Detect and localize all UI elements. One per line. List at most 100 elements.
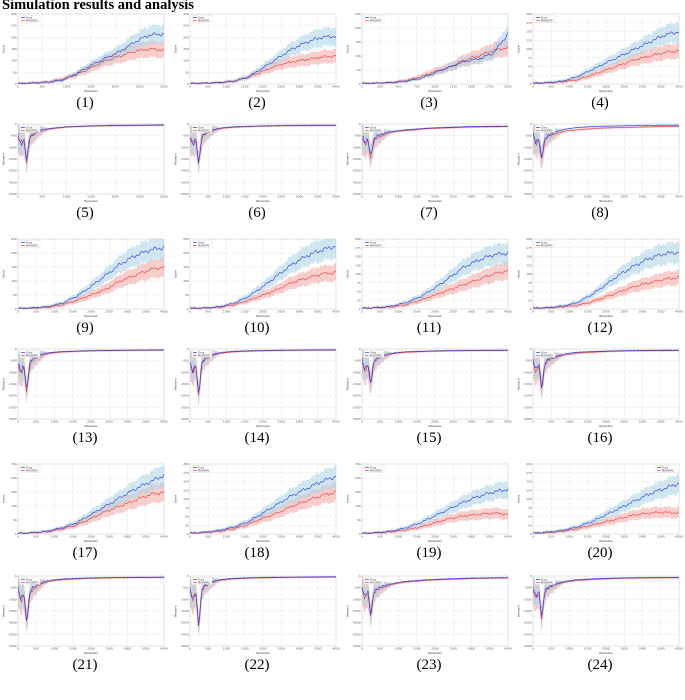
legend-label-maddpg: MADDPG <box>541 129 553 133</box>
x-tick-label: 3000 <box>296 647 304 651</box>
chart-panel-11: 0 500 1000 1500 2000 2500 3000 3500 4000 0 25 50 75 1… <box>344 233 514 339</box>
x-tick-label: 2500 <box>105 310 113 314</box>
x-tick-label: 0 <box>532 647 534 651</box>
x-tick-label: 2500 <box>449 535 457 539</box>
y-tick-label: -3000 <box>352 417 361 421</box>
chart-svg-22: 0 500 1000 1500 2000 2500 3000 3500 4000 -3000 -25… <box>174 574 340 655</box>
x-tick-label: 2000 <box>87 310 95 314</box>
y-axis-label: Score <box>174 270 178 279</box>
y-tick-label: 200 <box>526 237 532 241</box>
y-tick-label: -2000 <box>352 169 361 173</box>
x-tick-label: 1500 <box>413 310 421 314</box>
x-tick-label: 3000 <box>468 535 476 539</box>
legend <box>534 577 556 585</box>
y-tick-label: -1000 <box>523 145 532 149</box>
x-tick-label: 500 <box>377 195 383 199</box>
chart-panel-7: 0 500 1000 1500 2000 2500 3000 3500 4000 -3000 -25… <box>344 118 514 224</box>
x-tick-label: 4000 <box>160 647 168 651</box>
legend-label-maddpg: MADDPG <box>26 469 38 473</box>
x-tick-label: 0 <box>532 195 534 199</box>
y-tick-label: 0 <box>15 307 17 311</box>
band-maddpg <box>362 260 508 309</box>
x-tick-label: 1250 <box>449 85 457 89</box>
chart-panel-8: 0 500 1000 1500 2000 2500 3000 3500 4000 -3000 -25… <box>515 118 685 224</box>
legend <box>534 240 556 248</box>
y-tick-label: 175 <box>183 471 189 475</box>
x-axis-label: Episodes <box>256 199 270 203</box>
x-tick-label: 500 <box>548 195 554 199</box>
x-axis-label: Episodes <box>256 539 270 543</box>
band-ours <box>190 465 336 534</box>
x-tick-label: 1500 <box>413 647 421 651</box>
band-ours <box>18 23 164 84</box>
x-tick-label: 0 <box>189 420 191 424</box>
panel-label: (21) <box>72 657 98 673</box>
series-line-ours <box>189 246 337 309</box>
x-axis-label: Episodes <box>428 539 442 543</box>
x-axis-label: Episodes <box>599 89 613 93</box>
x-tick-label: 0 <box>17 195 19 199</box>
x-tick-label: 3500 <box>314 310 322 314</box>
x-tick-label: 3500 <box>486 195 494 199</box>
x-tick-label: 500 <box>548 310 554 314</box>
panel-label: (9) <box>76 320 94 336</box>
x-tick-label: 4000 <box>504 647 512 651</box>
y-tick-label: 0 <box>187 307 189 311</box>
x-axis-label: Episodes <box>256 89 270 93</box>
x-axis-label: Episodes <box>84 424 98 428</box>
legend <box>363 350 385 358</box>
y-axis-label: Reward <box>517 153 521 164</box>
x-tick-label: 500 <box>205 310 211 314</box>
x-tick-label: 1000 <box>63 195 71 199</box>
series-line-ours <box>17 32 165 85</box>
y-tick-label: 50 <box>528 65 532 69</box>
series-line-ours <box>532 576 680 616</box>
y-tick-label: -1500 <box>180 382 189 386</box>
legend <box>191 240 213 248</box>
x-tick-label: 3000 <box>639 310 647 314</box>
y-tick-label: 100 <box>355 54 361 58</box>
chart-svg-18: 0 500 1000 1500 2000 2500 3000 3500 400002550751… <box>174 462 340 543</box>
x-tick-label: 1500 <box>584 647 592 651</box>
y-tick-label: -3000 <box>523 644 532 648</box>
x-axis-label: Episodes <box>599 651 613 655</box>
x-tick-label: 0 <box>189 195 191 199</box>
y-tick-label: 50 <box>528 515 532 519</box>
x-tick-label: 3000 <box>296 85 304 89</box>
legend-label-maddpg: MADDPG <box>198 581 210 585</box>
y-tick-label: -2500 <box>8 180 17 184</box>
x-tick-label: 2500 <box>449 195 457 199</box>
y-tick-label: 150 <box>526 480 532 484</box>
y-tick-label: -2000 <box>523 621 532 625</box>
y-tick-label: 125 <box>355 263 361 267</box>
panel-label: (2) <box>248 95 266 111</box>
legend <box>655 465 677 473</box>
y-tick-label: -2500 <box>523 632 532 636</box>
y-tick-label: -2500 <box>352 405 361 409</box>
x-tick-label: 500 <box>33 310 39 314</box>
x-tick-label: 1500 <box>413 420 421 424</box>
legend-label-ours: Ours <box>198 465 205 469</box>
legend-label-maddpg: MADDPG <box>198 129 210 133</box>
y-tick-label: 200 <box>11 35 17 39</box>
y-tick-label: 150 <box>355 255 361 259</box>
band-maddpg <box>362 506 508 534</box>
chart-svg-15: 0 500 1000 1500 2000 2500 3000 3500 4000 -3000 -25… <box>346 347 512 428</box>
x-tick-label: 2500 <box>620 85 628 89</box>
chart-panel-2: 0 500 1000 1500 2000 2500 3000 3500 4000 0 50 100 15… <box>172 8 342 114</box>
page-title: Simulation results and analysis <box>2 0 194 13</box>
x-axis-label: Episodes <box>256 651 270 655</box>
y-tick-label: 50 <box>13 518 17 522</box>
y-tick-label: -1500 <box>523 382 532 386</box>
legend-label-ours: Ours <box>370 465 377 469</box>
series-line-ours <box>361 251 509 309</box>
series-line-ours <box>17 576 165 621</box>
y-axis-label: Score <box>174 495 178 504</box>
x-tick-label: 3000 <box>296 535 304 539</box>
y-tick-label: 100 <box>183 59 189 63</box>
y-tick-label: 100 <box>11 279 17 283</box>
chart-panel-12: 0 500 1000 1500 2000 2500 3000 3500 4000 0 25 50 75 1… <box>515 233 685 339</box>
y-tick-label: -2500 <box>180 632 189 636</box>
panel-label: (3) <box>420 95 438 111</box>
y-tick-label: 300 <box>11 12 17 16</box>
